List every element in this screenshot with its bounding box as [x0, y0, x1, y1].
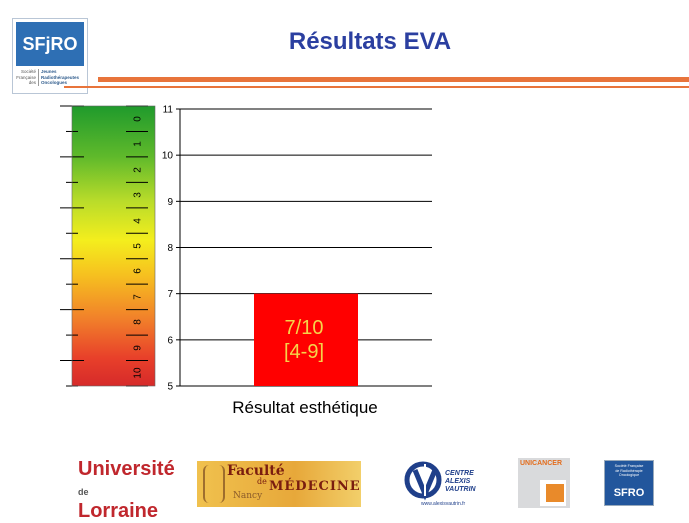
y-tick-label: 6	[167, 335, 173, 346]
header-divider-thick	[98, 77, 689, 82]
bar-data-label-score: 7/10	[284, 316, 324, 339]
skeleton-figure-icon	[203, 465, 225, 503]
header-divider-thin	[64, 86, 689, 88]
sfjro-logo: SFjRO Société Française des Jeunes Radio…	[12, 18, 88, 94]
unicancer-orange-square-icon	[546, 484, 564, 502]
x-category-label: Résultat esthétique	[232, 398, 378, 417]
cav-emblem-icon	[404, 461, 442, 501]
page-title: Résultats EVA	[288, 28, 452, 55]
y-tick-label: 10	[162, 151, 174, 162]
y-tick-label: 11	[163, 105, 174, 116]
eva-scale-bar	[72, 106, 155, 386]
y-tick-label: 7	[167, 289, 173, 300]
faculte-medecine-logo: Faculté de MÉDECINE Nancy	[197, 461, 361, 507]
bar	[254, 293, 358, 386]
centre-alexis-vautrin-logo: CENTRE ALEXIS VAUTRIN www.alexisvautrin.…	[403, 458, 493, 508]
sfro-logo: Société Française de Radiothérapie Oncol…	[604, 460, 654, 506]
sfjro-logo-mark: SFjRO	[16, 22, 84, 66]
unicancer-logo: UNICANCER	[518, 458, 570, 508]
y-tick-label: 9	[167, 197, 173, 208]
bar-data-label-range: [4-9]	[283, 340, 325, 363]
y-tick-label: 5	[167, 382, 173, 393]
y-tick-label: 8	[167, 243, 173, 254]
bar-data-label: 7/10 [4-9]	[252, 316, 356, 364]
universite-de-lorraine-logo: Université de Lorraine	[78, 458, 175, 522]
scale-outline	[71, 105, 156, 387]
sfjro-logo-subtitle: Société Française des Jeunes Radiothérap…	[16, 69, 80, 86]
